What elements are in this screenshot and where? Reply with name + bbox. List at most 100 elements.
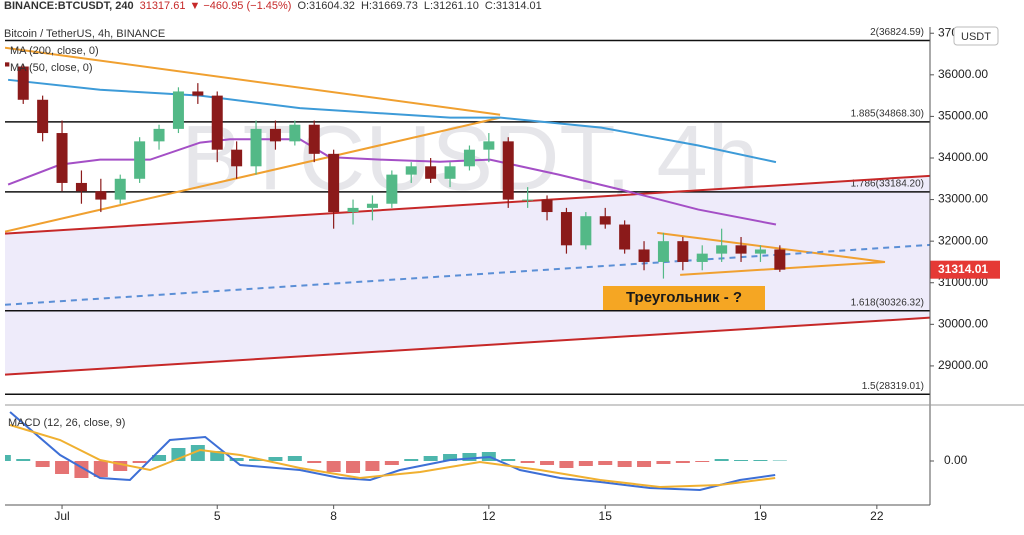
macd-bar	[520, 461, 535, 463]
main-pane: BTCUSDT, 4hBitcoin / TetherUS2(36824.59)…	[5, 27, 930, 395]
candle-body	[347, 207, 359, 213]
trend-line	[5, 116, 501, 233]
y-tick-label: 29000.00	[938, 358, 988, 372]
y-tick-label: 35000.00	[938, 109, 988, 123]
macd-bar	[287, 456, 302, 461]
candle-body	[153, 128, 165, 142]
macd-bar	[559, 461, 574, 468]
candle-body	[754, 249, 766, 254]
macd-bar	[753, 460, 768, 461]
macd-bar	[617, 461, 632, 467]
currency-badge[interactable]	[953, 26, 999, 46]
macd-bar	[190, 445, 205, 461]
x-tick-label: 15	[599, 509, 613, 523]
macd-tick-label: 0.00	[944, 453, 968, 467]
macd-bar	[404, 459, 419, 461]
candle-body	[75, 182, 87, 192]
macd-bar	[384, 461, 399, 465]
y-tick-label: 33000.00	[938, 192, 988, 206]
last-price-tag	[930, 260, 1000, 279]
macd-bar	[734, 460, 749, 461]
y-tick-label: 36000.00	[938, 67, 988, 81]
candle-body	[269, 128, 281, 142]
macd-bar	[229, 458, 244, 461]
macd-bar	[540, 461, 555, 465]
macd-bar	[113, 461, 128, 471]
candle-body	[502, 141, 514, 200]
macd-bar	[578, 461, 593, 466]
macd-bar	[55, 461, 70, 474]
legend-entry: MA (200, close, 0)	[10, 45, 99, 57]
candle-body	[522, 199, 534, 201]
candle-body	[638, 249, 650, 262]
candle-body	[541, 199, 553, 213]
fib-label: 2(36824.59)	[870, 27, 924, 38]
macd-bar	[210, 451, 225, 461]
candle-body	[619, 224, 631, 250]
candle-body	[114, 178, 126, 200]
fib-label: 1.618(30326.32)	[851, 297, 924, 308]
trend-line	[657, 231, 886, 263]
macd-pane	[5, 411, 787, 492]
x-tick-label: 22	[870, 509, 884, 523]
macd-bar	[132, 461, 147, 463]
macd-bar	[501, 459, 516, 461]
y-tick-label: 32000.00	[938, 233, 988, 247]
candle-body	[444, 166, 456, 179]
candle-body	[192, 91, 204, 96]
y-tick-label: 34000.00	[938, 150, 988, 164]
fib-label: 1.885(34868.30)	[851, 109, 924, 120]
candle-body	[716, 245, 728, 254]
candle-body	[405, 166, 417, 175]
candle-body	[774, 249, 786, 270]
macd-bar	[656, 461, 671, 464]
candle-body	[425, 166, 437, 179]
macd-bar	[423, 456, 438, 461]
macd-bar	[462, 453, 477, 461]
candle-body	[95, 191, 107, 200]
candle-body	[560, 212, 572, 246]
candle-body	[463, 149, 475, 167]
last-price-label: 31314.01	[938, 262, 988, 276]
candle-body	[37, 99, 49, 134]
candle-body	[172, 91, 184, 129]
trend-line	[5, 46, 501, 116]
macd-bar	[268, 457, 283, 461]
candle-body	[483, 141, 495, 150]
candle-body	[366, 203, 378, 208]
macd-bar	[772, 460, 787, 461]
macd-bar	[152, 455, 167, 461]
annotation: Треугольник - ?	[626, 289, 742, 306]
candle-body	[580, 216, 592, 246]
candle-body	[5, 62, 10, 67]
currency-label: USDT	[961, 31, 991, 43]
macd-bar	[5, 455, 11, 461]
x-tick-label: Jul	[54, 509, 69, 523]
annotation-box	[603, 286, 765, 310]
candle-body	[250, 128, 262, 167]
macd-bar	[675, 461, 690, 463]
symbol-subtitle: Bitcoin / TetherUS, 4h, BINANCE	[4, 28, 165, 40]
x-tick-label: 19	[754, 509, 768, 523]
macd-bar	[326, 461, 341, 472]
candle-body	[17, 66, 29, 100]
macd-bar	[249, 459, 264, 461]
candle-body	[599, 216, 611, 225]
macd-bar	[695, 461, 710, 462]
macd-bar	[365, 461, 380, 471]
candle-body	[231, 149, 243, 167]
header: BINANCE:BTCUSDT, 240 31317.61 ▼ −460.95 (−1…	[4, 0, 542, 12]
macd-line	[9, 424, 776, 489]
candle-body	[696, 253, 708, 262]
fib-label: 1.786(33184.20)	[851, 179, 924, 190]
legend-entry: MA (50, close, 0)	[10, 62, 93, 74]
candle-body	[308, 124, 320, 154]
trend-line	[5, 316, 930, 376]
trend-line	[5, 174, 930, 235]
macd-title: MACD (12, 26, close, 9)	[8, 417, 125, 429]
macd-bar	[35, 461, 50, 467]
candle-body	[134, 141, 146, 179]
candle-body	[677, 241, 689, 262]
candle-body	[289, 124, 301, 142]
